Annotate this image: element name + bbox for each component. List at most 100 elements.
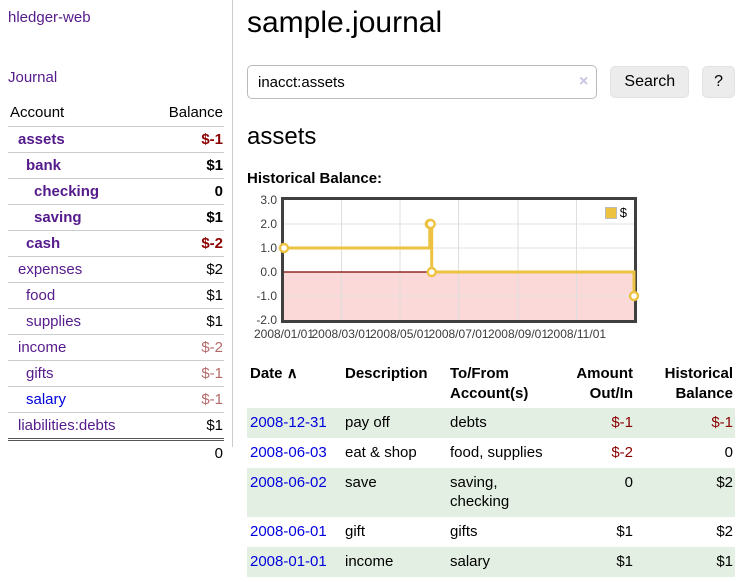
account-balance: $1 [148, 308, 224, 335]
account-row: checking 0 [8, 178, 224, 205]
clear-search-icon[interactable]: × [579, 73, 589, 90]
account-name-cell: checking [8, 178, 149, 205]
register-table: Date ∧ Description To/From Account(s) Am… [247, 361, 735, 577]
legend-swatch [604, 206, 617, 219]
transaction-date-link[interactable]: 2008-06-01 [250, 523, 327, 540]
account-balance: $1 [148, 282, 224, 309]
register-description-cell: save [345, 474, 377, 491]
account-name-cell: salary [8, 386, 149, 413]
account-name-cell: income [8, 334, 149, 361]
chart-x-axis-label: 2008/11/01 [546, 327, 607, 341]
account-link[interactable]: checking [34, 183, 100, 200]
register-description-cell: gift [345, 523, 366, 540]
register-amount-cell: 0 [624, 474, 633, 491]
sort-date-button[interactable]: Date ∧ [250, 365, 298, 382]
register-accounts-cell: debts [450, 414, 487, 431]
register-balance-cell: $2 [716, 474, 733, 491]
chart-y-axis-label: 0.0 [260, 265, 277, 279]
account-balance: 0 [148, 178, 224, 205]
help-button[interactable]: ? [702, 66, 735, 98]
accounts-header-row: Account Balance [8, 101, 224, 127]
page-title: sample.journal [247, 6, 443, 39]
register-date-cell: 2008-06-03 [247, 438, 342, 468]
transaction-date-link[interactable]: 2008-06-02 [250, 474, 327, 491]
legend-label: $ [619, 205, 627, 220]
chart-x-axis-label: 2008/05/01 [369, 327, 431, 341]
account-balance: $-2 [148, 230, 224, 257]
chart-y-axis-label: -2.0 [256, 313, 277, 327]
search-form: × Search ? [247, 65, 735, 99]
account-link[interactable]: cash [26, 235, 61, 252]
account-row: income $-2 [8, 334, 224, 361]
register-tbody: 2008-12-31 pay off debts $-1 $-1 2008-06-03 ea… [247, 408, 735, 577]
search-button[interactable]: Search [610, 66, 690, 98]
chart-x-axis-label: 2008/03/01 [311, 327, 372, 341]
accounts-tbody: assets $-1 bank $1 checking 0 saving $1 cash $-2 e… [8, 126, 224, 440]
account-row: salary $-1 [8, 386, 224, 413]
register-header-date: Date ∧ [247, 361, 342, 408]
account-link[interactable]: assets [18, 131, 65, 148]
account-link[interactable]: food [26, 287, 56, 304]
chart-y-axis-label: -1.0 [256, 289, 277, 303]
app-title-link[interactable]: hledger-web [8, 9, 91, 26]
register-balance-cell: $2 [716, 523, 733, 540]
account-balance: $1 [148, 412, 224, 440]
sidebar: hledger-web Journal Account Balance asse… [0, 0, 233, 466]
register-accounts-cell: gifts [450, 523, 478, 540]
register-row: 2008-06-01 gift gifts $1 $2 [247, 517, 735, 547]
chart-x-axis-label: 2008/07/01 [428, 327, 489, 341]
register-date-cell: 2008-12-31 [247, 408, 342, 438]
chart-heading: Historical Balance: [247, 170, 383, 187]
account-link[interactable]: gifts [26, 365, 54, 382]
transaction-date-link[interactable]: 2008-06-03 [250, 444, 327, 461]
register-header-description: Description [345, 365, 428, 382]
register-balance-cell: $-1 [711, 414, 733, 431]
search-box: × [247, 65, 598, 99]
register-balance-cell: $1 [716, 553, 733, 570]
sort-asc-icon: ∧ [286, 365, 298, 382]
register-date-cell: 2008-01-01 [247, 547, 342, 577]
account-row: gifts $-1 [8, 360, 224, 387]
account-link[interactable]: saving [34, 209, 82, 226]
register-row: 2008-12-31 pay off debts $-1 $-1 [247, 408, 735, 438]
account-row: saving $1 [8, 204, 224, 231]
account-link[interactable]: salary [26, 391, 67, 408]
register-header-amount: Amount Out/In [576, 365, 633, 402]
chart-x-axis-label: 2008/09/01 [487, 327, 548, 341]
register-accounts-cell: food, supplies [450, 444, 543, 461]
account-link[interactable]: liabilities:debts [18, 417, 116, 434]
register-amount-cell: $-2 [611, 444, 633, 461]
search-input[interactable] [247, 65, 598, 99]
account-row: liabilities:debts $1 [8, 412, 224, 440]
account-link[interactable]: income [18, 339, 67, 356]
account-name-cell: supplies [8, 308, 149, 335]
account-name-cell: saving [8, 204, 149, 231]
register-amount-cell: $1 [616, 553, 633, 570]
register-row: 2008-06-02 save saving, checking 0 $2 [247, 468, 735, 517]
account-balance: $2 [148, 256, 224, 283]
account-balance: $-1 [148, 386, 224, 413]
chart-y-axis-label: 1.0 [260, 241, 277, 255]
balance-chart-svg [278, 200, 640, 320]
account-link[interactable]: expenses [18, 261, 83, 278]
account-row: supplies $1 [8, 308, 224, 335]
transaction-date-link[interactable]: 2008-12-31 [250, 414, 327, 431]
accounts-header-account: Account [10, 104, 65, 121]
transaction-date-link[interactable]: 2008-01-01 [250, 553, 327, 570]
account-link[interactable]: supplies [26, 313, 82, 330]
account-row: expenses $2 [8, 256, 224, 283]
register-description-cell: income [345, 553, 394, 570]
sidebar-item-journal[interactable]: Journal [8, 69, 58, 86]
account-name-cell: bank [8, 152, 149, 179]
register-date-cell: 2008-06-01 [247, 517, 342, 547]
account-name-cell: assets [8, 126, 149, 153]
account-name-cell: liabilities:debts [8, 412, 149, 440]
register-amount-cell: $1 [616, 523, 633, 540]
account-row: cash $-2 [8, 230, 224, 257]
chart-x-axis-label: 2008/01/01 [253, 327, 315, 341]
account-row: bank $1 [8, 152, 224, 179]
account-link[interactable]: bank [26, 157, 62, 174]
chart-y-axis-label: 3.0 [260, 193, 277, 207]
register-description-cell: eat & shop [345, 444, 417, 461]
register-accounts-cell: salary [450, 553, 491, 570]
